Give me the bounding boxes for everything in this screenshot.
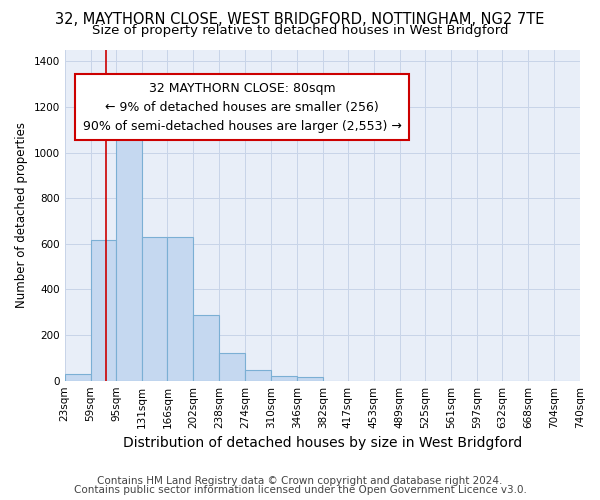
Text: Contains public sector information licensed under the Open Government Licence v3: Contains public sector information licen… bbox=[74, 485, 526, 495]
Text: Contains HM Land Registry data © Crown copyright and database right 2024.: Contains HM Land Registry data © Crown c… bbox=[97, 476, 503, 486]
Bar bbox=[65, 374, 91, 380]
Bar bbox=[245, 370, 271, 380]
Bar bbox=[193, 314, 219, 380]
Text: Size of property relative to detached houses in West Bridgford: Size of property relative to detached ho… bbox=[92, 24, 508, 37]
Text: 32 MAYTHORN CLOSE: 80sqm
← 9% of detached houses are smaller (256)
90% of semi-d: 32 MAYTHORN CLOSE: 80sqm ← 9% of detache… bbox=[83, 82, 401, 133]
Bar bbox=[116, 133, 142, 380]
Bar bbox=[91, 240, 116, 380]
X-axis label: Distribution of detached houses by size in West Bridgford: Distribution of detached houses by size … bbox=[123, 436, 522, 450]
Bar bbox=[167, 237, 193, 380]
Bar bbox=[297, 378, 323, 380]
Bar bbox=[271, 376, 297, 380]
Bar bbox=[142, 237, 167, 380]
Bar bbox=[219, 354, 245, 380]
Text: 32, MAYTHORN CLOSE, WEST BRIDGFORD, NOTTINGHAM, NG2 7TE: 32, MAYTHORN CLOSE, WEST BRIDGFORD, NOTT… bbox=[55, 12, 545, 28]
Y-axis label: Number of detached properties: Number of detached properties bbox=[15, 122, 28, 308]
